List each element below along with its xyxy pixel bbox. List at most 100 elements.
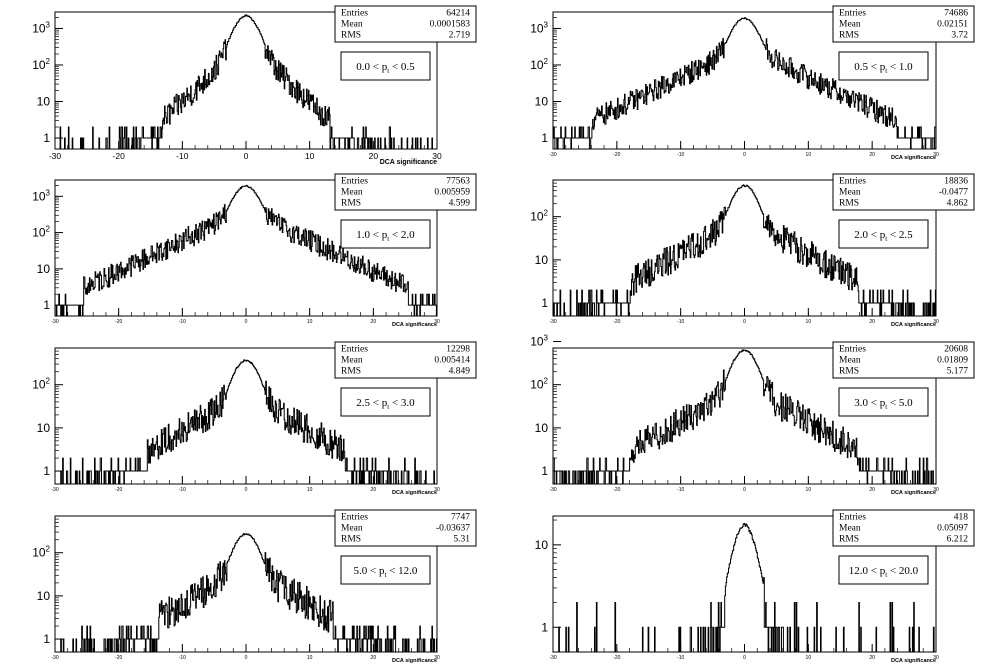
x-tick-label: -30 (51, 487, 58, 493)
stats-label: Mean (839, 524, 861, 534)
histogram-series (553, 523, 936, 653)
stats-label: Entries (839, 177, 866, 187)
x-tick-label: 30 (434, 655, 440, 661)
y-tick-label: 102 (32, 545, 50, 560)
stats-label: Mean (341, 20, 363, 30)
x-tick-label: -10 (677, 152, 684, 158)
x-tick-label: -10 (677, 319, 684, 325)
stats-label: RMS (341, 31, 361, 41)
y-tick-label: 102 (32, 57, 50, 72)
x-tick-label: -20 (613, 152, 620, 158)
stats-label: Mean (839, 188, 861, 198)
pt-range-box (838, 219, 929, 249)
stats-label: RMS (341, 367, 361, 377)
y-tick-label: 102 (530, 57, 548, 72)
histogram-series (55, 359, 437, 485)
x-tick-label: 30 (933, 655, 939, 661)
stats-label: Mean (341, 524, 363, 534)
pt-range-box (340, 51, 431, 81)
x-tick-label: 10 (307, 487, 313, 493)
x-tick-label: 0 (245, 655, 248, 661)
stats-label: Mean (341, 188, 363, 198)
x-tick-label: 20 (869, 487, 875, 493)
x-tick-label: 20 (371, 655, 377, 661)
stats-value: 74686 (944, 9, 968, 19)
stats-label: Entries (341, 345, 368, 355)
x-axis-label: DCA significance (891, 155, 936, 161)
x-tick-label: -10 (179, 319, 186, 325)
stats-label: RMS (839, 31, 859, 41)
x-tick-label: -30 (49, 151, 62, 161)
x-tick-label: -30 (51, 655, 58, 661)
stats-value: 20608 (944, 345, 968, 355)
stats-label: RMS (839, 199, 859, 209)
histogram-series (54, 184, 437, 317)
y-tick-label: 10 (535, 421, 549, 435)
y-tick-label: 102 (530, 209, 548, 224)
stats-value: 4.599 (449, 199, 471, 209)
x-tick-label: -30 (549, 152, 556, 158)
stats-value: 77563 (446, 177, 470, 187)
stats-label: Entries (341, 9, 368, 19)
y-tick-label: 10 (37, 421, 51, 435)
pt-range-label: 3.0 < pt < 5.0 (854, 397, 913, 411)
stats-value: 2.719 (449, 31, 471, 41)
x-axis-label: DCA significance (891, 658, 936, 664)
y-tick-label: 103 (530, 334, 548, 349)
y-tick-label: 10 (535, 253, 549, 267)
y-tick-label: 103 (32, 188, 50, 203)
x-tick-label: 30 (933, 487, 939, 493)
y-tick-label: 102 (530, 377, 548, 392)
stats-box (334, 341, 477, 379)
x-axis-label: DCA significance (891, 490, 936, 496)
x-tick-label: 0 (743, 152, 746, 158)
x-tick-label: 10 (806, 152, 812, 158)
x-tick-label: 30 (933, 319, 939, 325)
y-tick-label: 102 (32, 377, 50, 392)
x-tick-label: 0 (245, 487, 248, 493)
y-tick-label: 1 (541, 620, 548, 634)
y-tick-label: 103 (530, 20, 548, 35)
y-tick-label: 1 (43, 298, 50, 312)
x-axis-label: DCA significance (380, 159, 437, 166)
pt-range-label: 2.5 < pt < 3.0 (356, 397, 415, 411)
stats-label: Entries (839, 9, 866, 19)
x-tick-label: 0 (743, 319, 746, 325)
stats-value: 418 (954, 513, 969, 523)
x-tick-label: 0 (743, 655, 746, 661)
x-tick-label: 30 (933, 152, 939, 158)
stats-value: 0.02151 (937, 20, 968, 30)
stats-box (832, 5, 975, 43)
stats-value: 5.177 (947, 367, 969, 377)
x-tick-label: -20 (613, 319, 620, 325)
x-tick-label: 20 (869, 655, 875, 661)
stats-value: 4.849 (449, 367, 471, 377)
x-tick-label: 20 (869, 152, 875, 158)
stats-value: 0.01809 (937, 356, 968, 366)
x-tick-label: -10 (179, 487, 186, 493)
y-tick-label: 10 (37, 262, 51, 276)
stats-box (334, 173, 477, 211)
x-axis-label: DCA significance (392, 490, 437, 496)
x-tick-label: 10 (806, 487, 812, 493)
pt-range-label: 0.0 < pt < 0.5 (356, 61, 415, 75)
x-tick-label: 20 (371, 487, 377, 493)
x-tick-label: 0 (244, 151, 249, 161)
y-tick-label: 1 (541, 131, 548, 145)
pt-range-box (838, 51, 929, 81)
pt-range-box (340, 219, 431, 249)
x-tick-label: 10 (307, 319, 313, 325)
stats-label: Mean (839, 356, 861, 366)
x-tick-label: -30 (51, 319, 58, 325)
x-tick-label: -30 (549, 655, 556, 661)
stats-value: 64214 (446, 9, 470, 19)
x-tick-label: -20 (613, 487, 620, 493)
x-tick-label: -10 (179, 655, 186, 661)
pt-range-label: 12.0 < pt < 20.0 (849, 565, 919, 579)
y-tick-label: 102 (32, 225, 50, 240)
stats-value: -0.0477 (939, 188, 969, 198)
